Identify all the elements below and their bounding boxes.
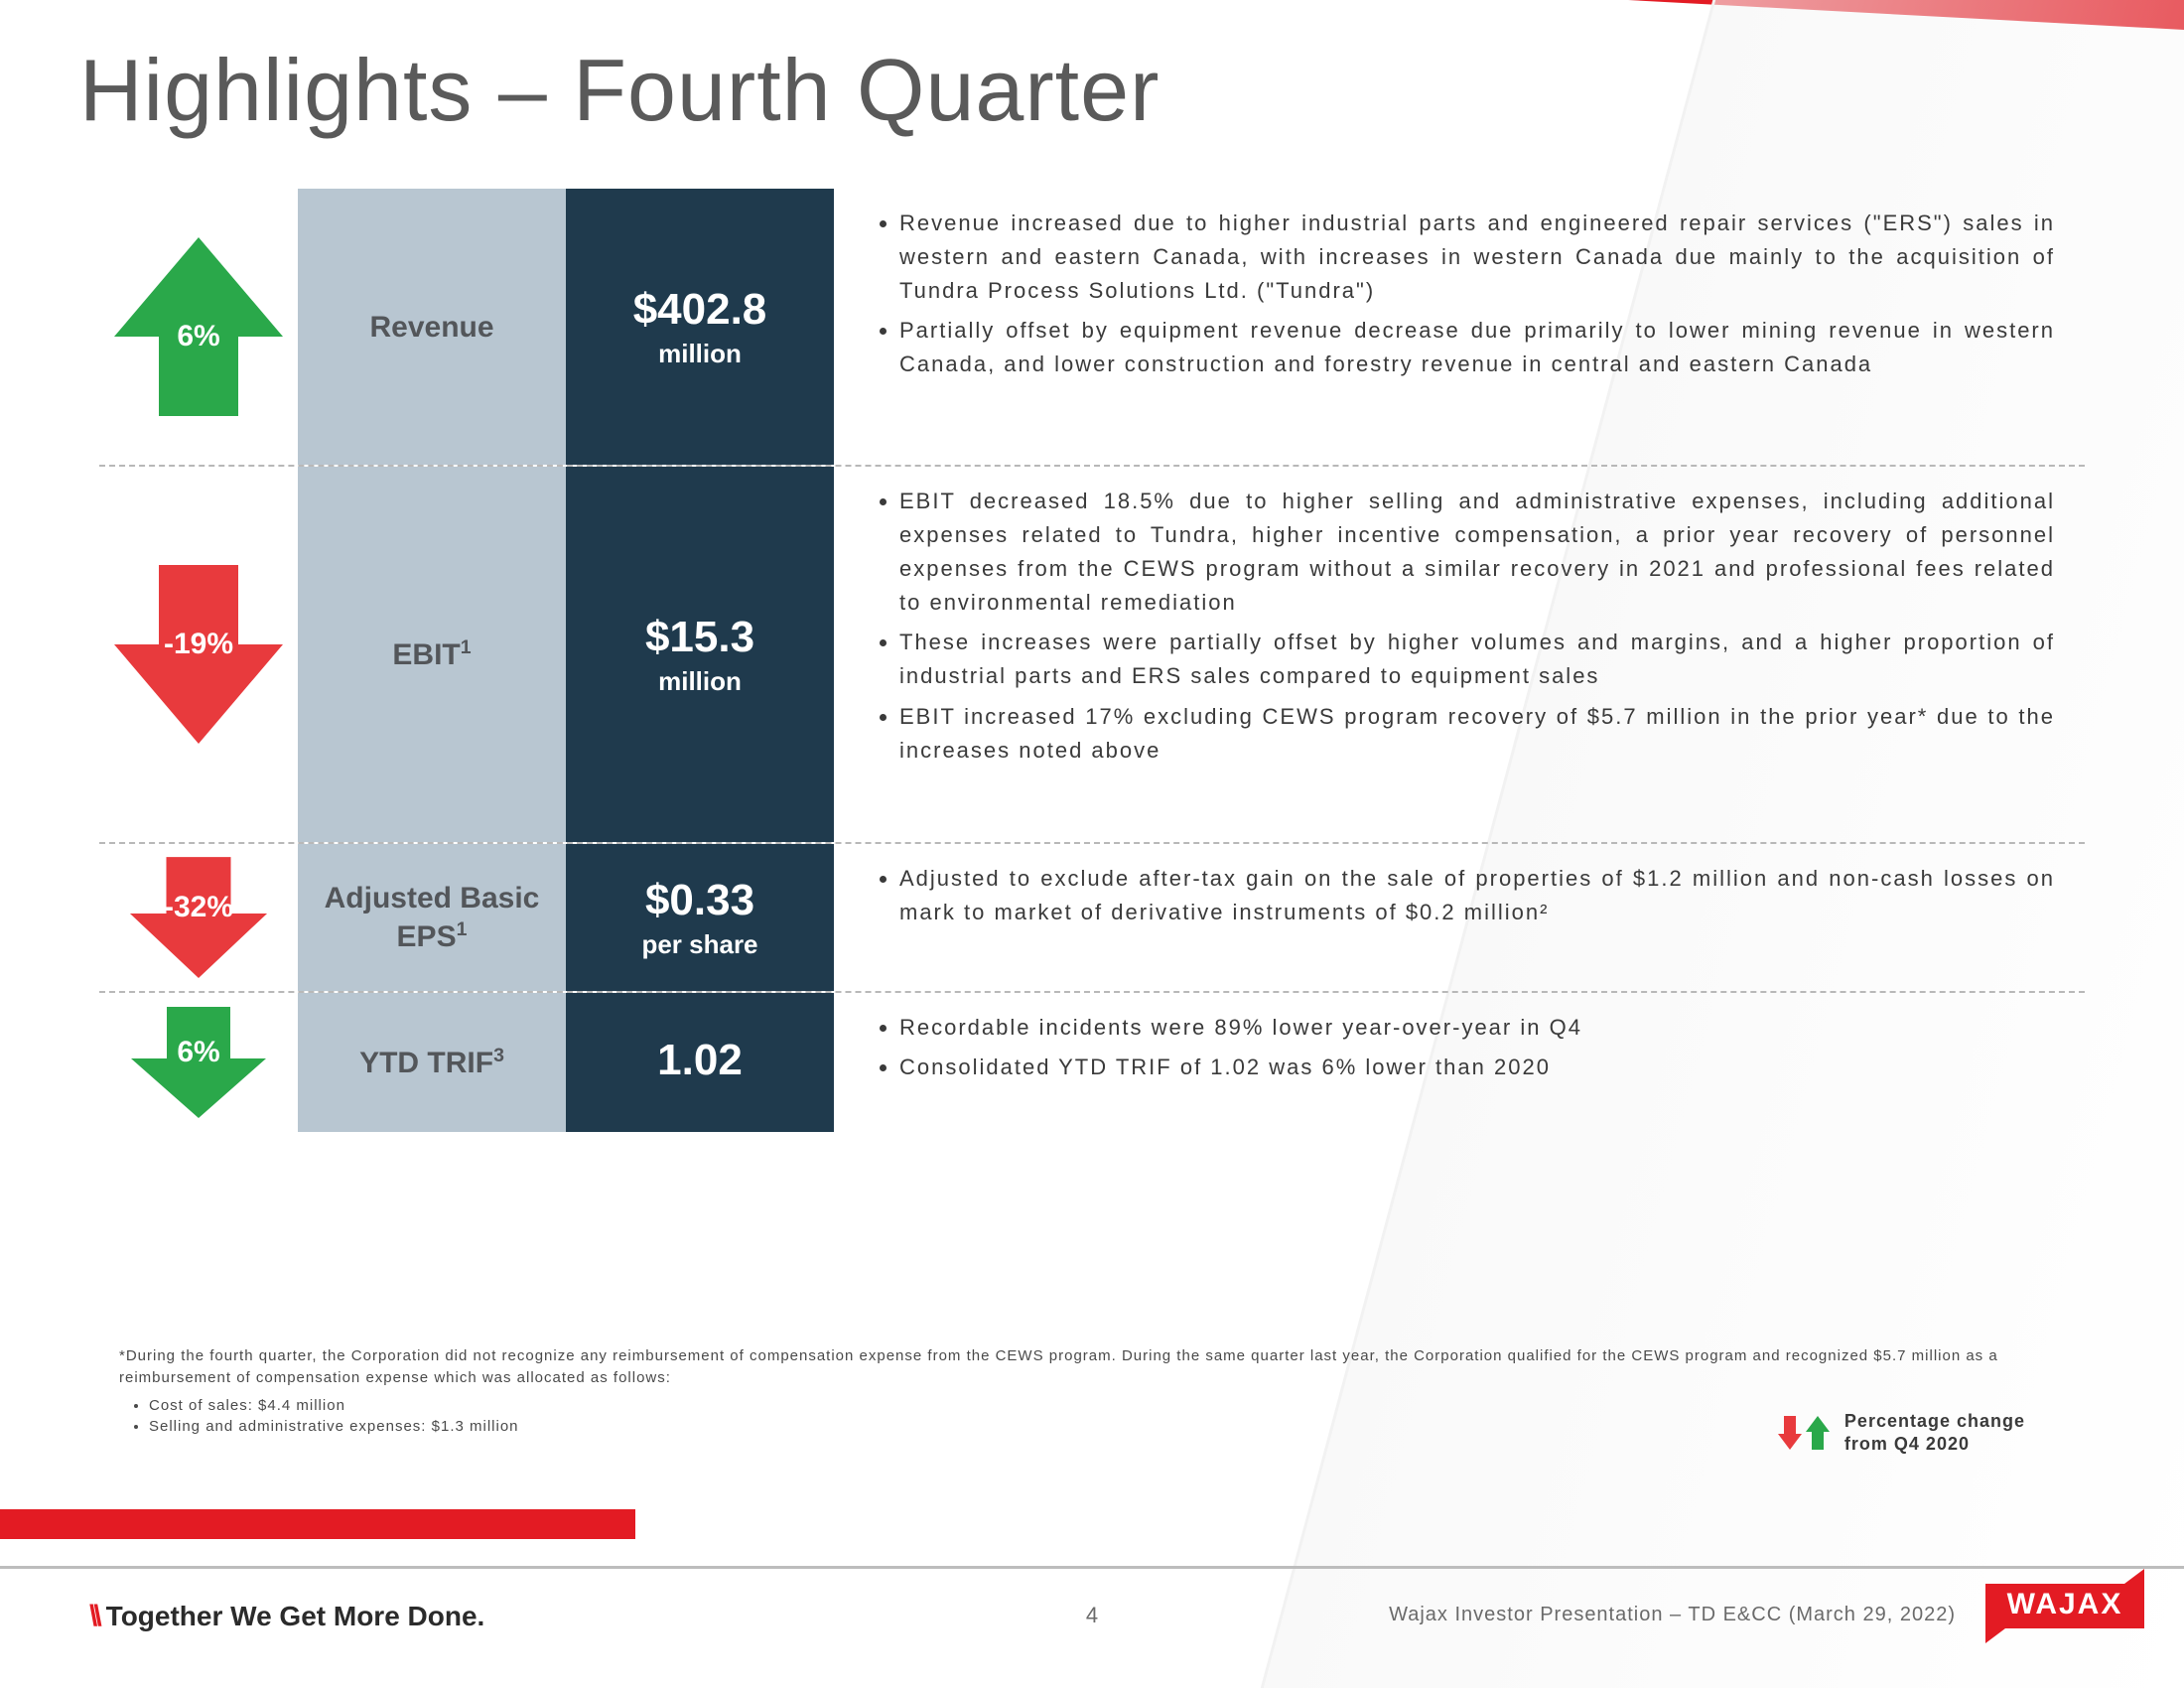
presentation-label: Wajax Investor Presentation – TD E&CC (M… bbox=[1389, 1604, 1956, 1626]
metric-row-trif: 6% YTD TRIF3 1.02 Recordable incidents w… bbox=[99, 993, 2085, 1132]
metric-unit: million bbox=[658, 666, 742, 697]
arrow-col: -19% bbox=[99, 467, 298, 842]
metric-value: $402.8 bbox=[633, 285, 767, 335]
metric-label-col: Revenue bbox=[298, 189, 566, 465]
bullet: Consolidated YTD TRIF of 1.02 was 6% low… bbox=[899, 1051, 2055, 1084]
metric-unit: per share bbox=[641, 929, 757, 960]
arrow-down-icon: -32% bbox=[124, 853, 273, 982]
bullets-col: EBIT decreased 18.5% due to higher selli… bbox=[834, 467, 2085, 842]
metric-value-col: 1.02 bbox=[566, 993, 834, 1132]
tagline: \\ Together We Get More Done. bbox=[89, 1600, 484, 1633]
metric-label-col: Adjusted Basic EPS1 bbox=[298, 844, 566, 991]
decorative-corner bbox=[1628, 0, 2184, 30]
bullet: Recordable incidents were 89% lower year… bbox=[899, 1011, 2055, 1045]
bullet: These increases were partially offset by… bbox=[899, 626, 2055, 693]
footnote-block: *During the fourth quarter, the Corporat… bbox=[119, 1345, 2065, 1438]
arrow-col: 6% bbox=[99, 189, 298, 465]
bullet: Adjusted to exclude after-tax gain on th… bbox=[899, 862, 2055, 929]
metric-label: YTD TRIF3 bbox=[359, 1044, 504, 1082]
metric-label: Revenue bbox=[369, 308, 493, 347]
arrow-col: 6% bbox=[99, 993, 298, 1132]
metric-unit: million bbox=[658, 339, 742, 369]
metric-row-revenue: 6% Revenue $402.8 million Revenue increa… bbox=[99, 189, 2085, 467]
pct-change: 6% bbox=[177, 320, 219, 353]
bullet: Revenue increased due to higher industri… bbox=[899, 207, 2055, 308]
metric-value-col: $0.33 per share bbox=[566, 844, 834, 991]
metric-label: EBIT1 bbox=[392, 635, 471, 674]
metric-value-col: $402.8 million bbox=[566, 189, 834, 465]
pct-change: -32% bbox=[164, 891, 233, 924]
slashes-icon: \\ bbox=[89, 1600, 98, 1633]
bullet: Partially offset by equipment revenue de… bbox=[899, 314, 2055, 381]
arrow-up-icon: 6% bbox=[109, 227, 288, 426]
legend-text: Percentage change from Q4 2020 bbox=[1844, 1410, 2025, 1457]
pct-change: 6% bbox=[177, 1036, 219, 1069]
footnote-star: *During the fourth quarter, the Corporat… bbox=[119, 1347, 1998, 1386]
page-title: Highlights – Fourth Quarter bbox=[79, 40, 1160, 141]
page-number: 4 bbox=[1086, 1603, 1098, 1628]
legend: Percentage change from Q4 2020 bbox=[1777, 1410, 2025, 1457]
bullet: EBIT decreased 18.5% due to higher selli… bbox=[899, 485, 2055, 620]
bullets-col: Recordable incidents were 89% lower year… bbox=[834, 993, 2085, 1132]
bullets-col: Adjusted to exclude after-tax gain on th… bbox=[834, 844, 2085, 991]
bullets-col: Revenue increased due to higher industri… bbox=[834, 189, 2085, 465]
pct-change: -19% bbox=[164, 628, 233, 661]
wajax-logo: WAJAX bbox=[1985, 1569, 2144, 1658]
metric-value: $15.3 bbox=[645, 613, 754, 662]
arrow-col: -32% bbox=[99, 844, 298, 991]
metric-row-ebit: -19% EBIT1 $15.3 million EBIT decreased … bbox=[99, 467, 2085, 844]
logo-text: WAJAX bbox=[2007, 1588, 2123, 1620]
metrics-table: 6% Revenue $402.8 million Revenue increa… bbox=[99, 189, 2085, 1132]
metric-value-col: $15.3 million bbox=[566, 467, 834, 842]
metric-value: 1.02 bbox=[657, 1036, 743, 1085]
arrow-down-green-icon: 6% bbox=[124, 1003, 273, 1122]
slide: Highlights – Fourth Quarter 6% Revenue $… bbox=[0, 0, 2184, 1688]
metric-label-col: EBIT1 bbox=[298, 467, 566, 842]
tagline-text: Together We Get More Done. bbox=[106, 1601, 485, 1632]
page-title-text: Highlights – Fourth Quarter bbox=[79, 41, 1160, 139]
metric-row-eps: -32% Adjusted Basic EPS1 $0.33 per share… bbox=[99, 844, 2085, 993]
bullet: EBIT increased 17% excluding CEWS progra… bbox=[899, 700, 2055, 768]
decorative-red-bar bbox=[0, 1509, 635, 1539]
metric-value: $0.33 bbox=[645, 876, 754, 925]
arrow-down-icon: -19% bbox=[109, 555, 288, 754]
divider bbox=[0, 1566, 2184, 1569]
metric-label-col: YTD TRIF3 bbox=[298, 993, 566, 1132]
metric-label: Adjusted Basic EPS1 bbox=[308, 880, 556, 955]
legend-arrows-icon bbox=[1777, 1416, 1831, 1450]
